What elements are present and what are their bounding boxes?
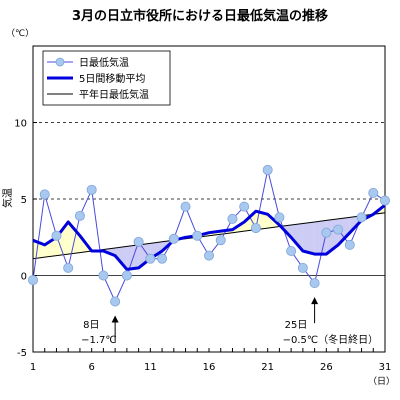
x-tick-label: 6	[88, 362, 94, 373]
fill-below-normal	[338, 217, 350, 245]
daily-min-point	[86, 184, 97, 195]
daily-min-point	[368, 187, 379, 198]
y-tick-label: -5	[17, 348, 27, 359]
daily-min-point	[121, 270, 132, 281]
legend-label: 平年日最低気温	[79, 88, 149, 101]
x-tick-label: 31	[379, 362, 392, 373]
daily-min-point	[239, 201, 250, 212]
fill-below-normal	[302, 222, 315, 255]
daily-min-point	[51, 230, 62, 241]
y-tick-label: 5	[21, 195, 27, 206]
daily-min-point	[133, 236, 144, 247]
daily-min-markers	[27, 164, 390, 307]
x-axis-unit: （日）	[368, 376, 395, 387]
x-tick-label: 11	[144, 362, 157, 373]
daily-min-point	[63, 262, 74, 273]
fill-below-normal	[138, 243, 151, 268]
fill-below-normal	[291, 223, 303, 251]
daily-min-point	[227, 213, 238, 224]
x-tick-label: 1	[30, 362, 36, 373]
daily-min-point	[98, 270, 109, 281]
daily-min-point	[286, 246, 297, 257]
annotation-arrow-head	[311, 297, 319, 305]
legend-label: 日最低気温	[79, 56, 129, 69]
daily-min-point	[168, 233, 179, 244]
daily-min-point	[203, 250, 214, 261]
daily-min-point	[27, 275, 38, 286]
annotation-day-label: 25日	[285, 320, 308, 331]
fill-above-normal	[68, 222, 80, 255]
legend-label: 5日間移動平均	[79, 72, 145, 85]
daily-min-point	[74, 210, 85, 221]
y-axis-unit: （℃）	[6, 28, 34, 39]
daily-min-point	[39, 189, 50, 200]
daily-min-point	[379, 195, 390, 206]
daily-min-point	[215, 235, 226, 246]
annotation-day-label: 8日	[83, 320, 99, 331]
daily-min-point	[321, 227, 332, 238]
daily-min-point	[250, 223, 261, 234]
fill-above-normal	[56, 222, 69, 256]
annotation-value-label: −1.7℃	[81, 335, 117, 346]
daily-min-point	[309, 278, 320, 289]
daily-min-point	[356, 212, 367, 223]
x-tick-label: 26	[320, 362, 333, 373]
daily-min-point	[262, 164, 273, 175]
daily-min-point	[344, 239, 355, 250]
x-tick-label: 16	[203, 362, 216, 373]
moving-average-line	[32, 203, 386, 271]
grid-lines	[33, 122, 385, 276]
daily-min-point	[274, 212, 285, 223]
y-tick-label: 10	[14, 119, 27, 130]
x-tick-label: 21	[261, 362, 274, 373]
fill-above-normal	[44, 237, 57, 258]
daily-min-point	[192, 230, 203, 241]
daily-min-point	[297, 262, 308, 273]
annotations: 8日 −1.7℃ 25日 −0.5℃（冬日終日）	[81, 297, 378, 346]
annotation-arrow-head	[111, 315, 119, 323]
chart-title: 3月の日立市役所における日最低気温の推移	[72, 8, 328, 24]
y-tick-label: 0	[21, 272, 27, 283]
daily-min-point	[180, 201, 191, 212]
daily-min-point	[333, 224, 344, 235]
daily-min-point	[110, 296, 121, 307]
annotation-value-label: −0.5℃（冬日終日）	[283, 333, 379, 346]
fill-below-normal	[150, 241, 163, 259]
legend-swatch-marker	[55, 57, 65, 67]
daily-min-point	[157, 253, 168, 264]
y-axis-label: 気温	[1, 188, 14, 208]
daily-min-point	[145, 253, 156, 264]
